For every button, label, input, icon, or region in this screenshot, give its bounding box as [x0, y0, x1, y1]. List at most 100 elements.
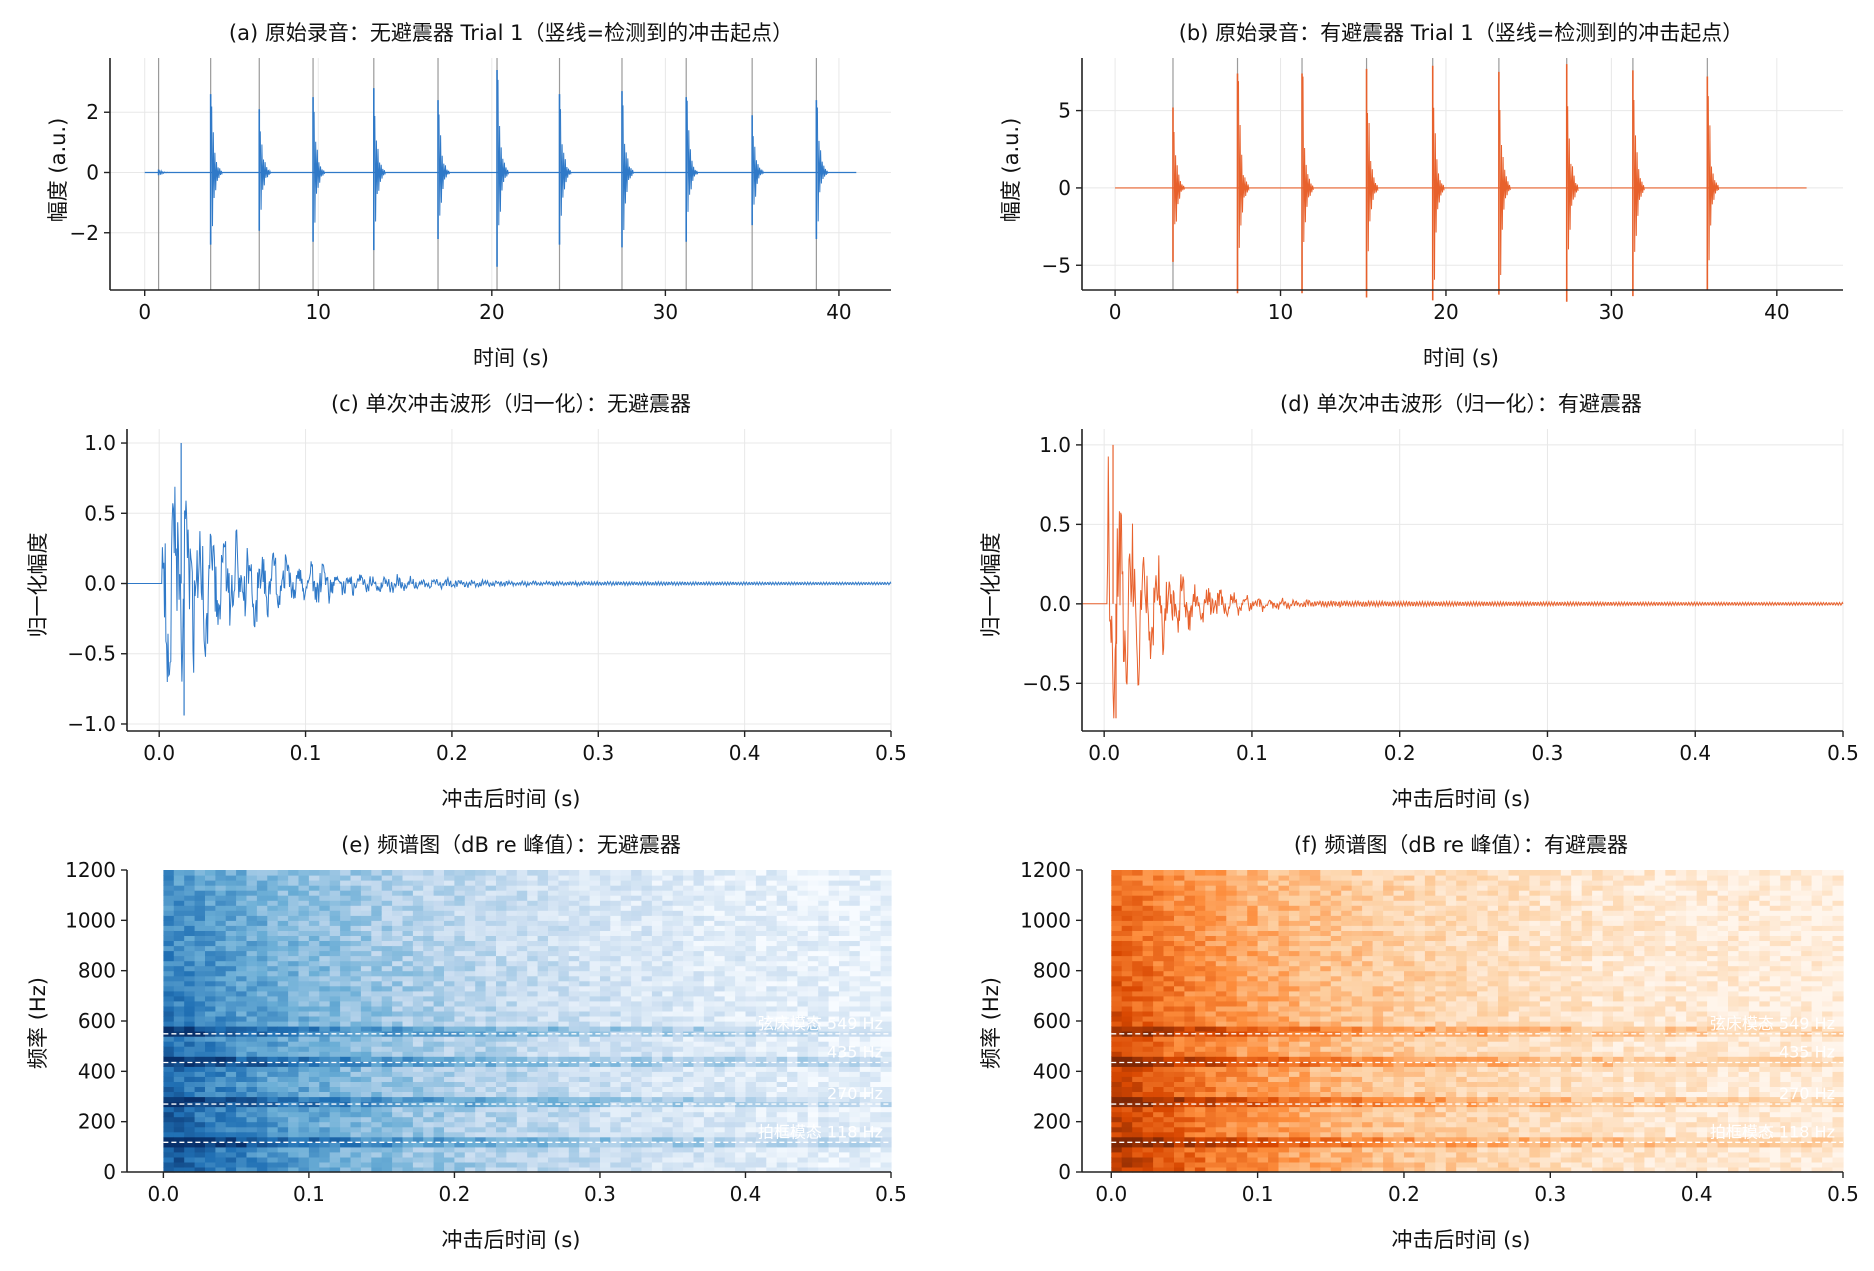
spectrogram-cell [288, 951, 299, 957]
spectrogram-cell [610, 1006, 621, 1012]
spectrogram-cell [226, 956, 237, 962]
spectrogram-cell [1132, 981, 1143, 987]
spectrogram-cell [267, 991, 278, 997]
spectrogram-cell [1195, 1107, 1206, 1113]
spectrogram-cell [1143, 1086, 1154, 1092]
spectrogram-cell [486, 1117, 497, 1123]
spectrogram-cell [725, 941, 736, 947]
spectrogram-cell [361, 1117, 372, 1123]
spectrogram-cell [548, 1127, 559, 1133]
spectrogram-cell [1122, 956, 1133, 962]
spectrogram-cell [392, 941, 403, 947]
spectrogram-cell [309, 1097, 320, 1103]
spectrogram-cell [506, 996, 517, 1002]
spectrogram-cell [735, 920, 746, 926]
spectrogram-cell [538, 1162, 549, 1168]
spectrogram-cell [403, 1147, 414, 1153]
spectrogram-cell [351, 1132, 362, 1138]
spectrogram-cell [652, 941, 663, 947]
spectrogram-cell [486, 925, 497, 931]
spectrogram-cell [278, 1076, 289, 1082]
spectrogram-cell [517, 981, 528, 987]
spectrogram-cell [423, 1117, 434, 1123]
spectrogram-cell [444, 875, 455, 881]
spectrogram-cell [278, 895, 289, 901]
spectrogram-cell [1195, 1011, 1206, 1017]
spectrogram-cell [215, 1006, 226, 1012]
spectrogram-cell [600, 905, 611, 911]
spectrogram-cell [642, 1001, 653, 1007]
spectrogram-cell [1122, 971, 1133, 977]
spectrogram-cell [486, 1056, 497, 1062]
spectrogram-cell [600, 925, 611, 931]
spectrogram-cell [205, 1046, 216, 1052]
spectrogram-cell [506, 870, 517, 876]
spectrogram-cell [496, 1041, 507, 1047]
spectrogram-cell [486, 1021, 497, 1027]
spectrogram-cell [278, 905, 289, 911]
spectrogram-cell [205, 981, 216, 987]
spectrogram-cell [413, 1011, 424, 1017]
spectrogram-cell [1111, 1021, 1122, 1027]
spectrogram-cell [247, 991, 258, 997]
spectrogram-cell [423, 1026, 434, 1032]
spectrogram-cell [631, 1086, 642, 1092]
spectrogram-cell [1184, 981, 1195, 987]
spectrogram-cell [506, 1041, 517, 1047]
spectrogram-cell [1195, 981, 1206, 987]
spectrogram-cell [538, 996, 549, 1002]
spectrogram-cell [382, 875, 393, 881]
spectrogram-cell [465, 1122, 476, 1128]
spectrogram-cell [610, 875, 621, 881]
spectrogram-cell [746, 1157, 757, 1163]
spectrogram-cell [236, 976, 247, 982]
spectrogram-cell [683, 996, 694, 1002]
spectrogram-cell [714, 900, 725, 906]
spectrogram-cell [683, 1076, 694, 1082]
spectrogram-cell [1111, 920, 1122, 926]
spectrogram-cell [454, 1071, 465, 1077]
spectrogram-cell [475, 941, 486, 947]
spectrogram-cell [1122, 1051, 1133, 1057]
spectrogram-cell [506, 900, 517, 906]
spectrogram-cell [288, 935, 299, 941]
spectrogram-cell [403, 1056, 414, 1062]
spectrogram-cell [195, 976, 206, 982]
spectrogram-cell [673, 966, 684, 972]
spectrogram-cell [631, 1097, 642, 1103]
spectrogram-cell [496, 1112, 507, 1118]
spectrogram-cell [1153, 1117, 1164, 1123]
spectrogram-cell [465, 1092, 476, 1098]
spectrogram-cell [299, 1152, 310, 1158]
spectrogram-cell [1153, 920, 1164, 926]
spectrogram-cell [423, 1122, 434, 1128]
spectrogram-cell [444, 1011, 455, 1017]
spectrogram-cell [1195, 1112, 1206, 1118]
spectrogram-cell [465, 1132, 476, 1138]
spectrogram-cell [299, 1092, 310, 1098]
spectrogram-cell [694, 915, 705, 921]
spectrogram-cell [600, 941, 611, 947]
spectrogram-cell [777, 1162, 788, 1168]
spectrogram-cell [163, 1046, 174, 1052]
spectrogram-cell [569, 961, 580, 967]
spectrogram-cell [621, 915, 632, 921]
spectrogram-cell [569, 1016, 580, 1022]
spectrogram-cell [392, 956, 403, 962]
spectrogram-cell [309, 1066, 320, 1072]
spectrogram-cell [714, 1097, 725, 1103]
spectrogram-cell [777, 946, 788, 952]
spectrogram-cell [694, 1086, 705, 1092]
spectrogram-cell [839, 1147, 850, 1153]
spectrogram-cell [735, 885, 746, 891]
spectrogram-cell [1164, 956, 1175, 962]
spectrogram-cell [797, 1071, 808, 1077]
spectrogram-cell [382, 925, 393, 931]
spectrogram-cell [527, 1046, 538, 1052]
spectrogram-cell [558, 1026, 569, 1032]
spectrogram-cell [579, 996, 590, 1002]
spectrogram-cell [1184, 1127, 1195, 1133]
spectrogram-cell [444, 935, 455, 941]
spectrogram-cell [777, 1147, 788, 1153]
spectrogram-cell [558, 925, 569, 931]
